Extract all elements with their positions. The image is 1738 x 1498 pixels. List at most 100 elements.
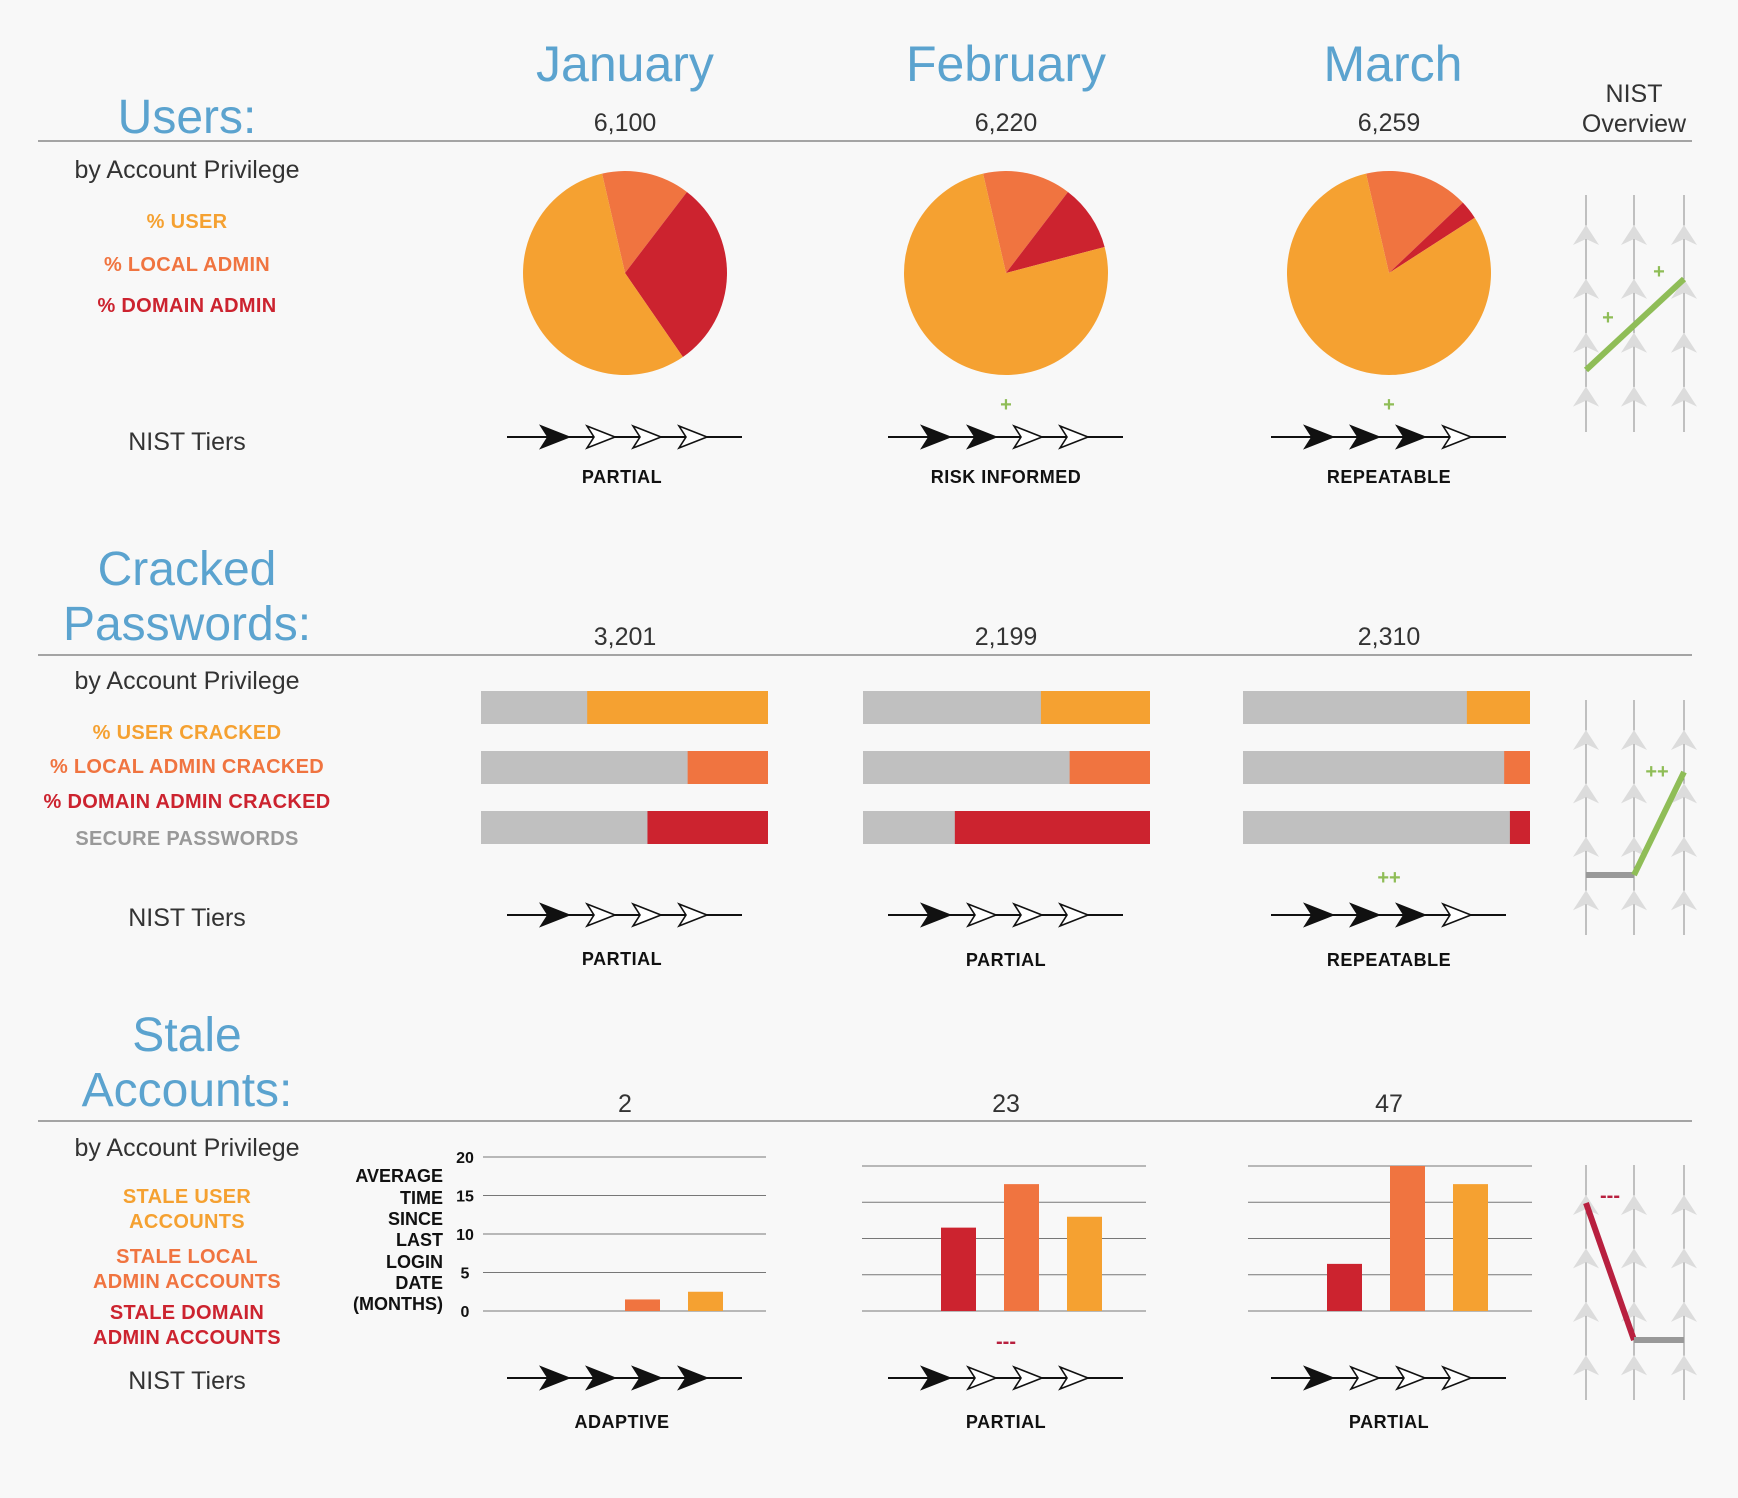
stale-y-tick-20: 20 — [456, 1150, 474, 1167]
users-tier-arrow-1-2 — [1012, 424, 1045, 450]
cracked-overview-chevron-0-3 — [1573, 890, 1599, 911]
users-tier-arrow-0-1 — [585, 424, 618, 450]
cracked-tier-arrow-1-1 — [966, 902, 999, 928]
users-legend-user: % USER — [147, 211, 228, 233]
stale-legend-local-admin-line2: ADMIN ACCOUNTS — [93, 1271, 281, 1293]
users-overview-chevron-0-3 — [1573, 386, 1599, 407]
cracked-bar-local-admin-march — [1504, 751, 1530, 784]
users-tier-arrow-1-3 — [1058, 424, 1091, 450]
users-pie-charts — [523, 170, 1491, 375]
cracked-tier-arrow-2-1 — [1349, 902, 1382, 928]
stale-nist-overview — [1573, 1165, 1697, 1400]
stale-y-tick-15: 15 — [456, 1189, 474, 1206]
stale-overview-chevron-2-1 — [1671, 1248, 1697, 1269]
cracked-change-march: ++ — [1377, 867, 1400, 889]
stale-y-tick-0: 0 — [461, 1304, 470, 1321]
cracked-tier-arrow-0-3 — [677, 902, 710, 928]
users-nist-overview — [1573, 195, 1697, 432]
cracked-section-title-line2: Passwords: — [63, 598, 311, 651]
stale-count-march: 47 — [1375, 1090, 1403, 1118]
month-header-january: January — [536, 36, 714, 92]
cracked-legend-user: % USER CRACKED — [93, 722, 282, 744]
cracked-tier-arrows — [507, 902, 1506, 928]
cracked-overview-mark-1: ++ — [1645, 761, 1668, 783]
cracked-bar-user-march — [1466, 691, 1530, 724]
cracked-bar-charts — [481, 691, 1530, 844]
cracked-nist-tiers-label: NIST Tiers — [128, 904, 246, 932]
users-overview-trend-0 — [1583, 276, 1687, 373]
users-count-february: 6,220 — [975, 109, 1038, 137]
cracked-overview-chevron-1-3 — [1621, 890, 1647, 911]
stale-bar-march-1 — [1390, 1166, 1425, 1311]
pie-slice-february-domain-admin — [1006, 191, 1105, 273]
cracked-tier-arrow-2-3 — [1441, 902, 1474, 928]
users-overview-chevron-2-3 — [1671, 386, 1697, 407]
cracked-bar-domain-admin-january — [647, 811, 768, 844]
cracked-overview-chevron-2-0 — [1671, 730, 1697, 750]
cracked-tier-february: PARTIAL — [966, 950, 1046, 970]
stale-overview-chevron-1-3 — [1621, 1355, 1647, 1376]
users-tier-arrow-0-0 — [539, 424, 572, 450]
stale-axis-title-line-0: AVERAGE — [355, 1166, 443, 1186]
stale-section-title-line1: Stale — [132, 1009, 241, 1062]
cracked-legend-secure: SECURE PASSWORDS — [75, 828, 298, 850]
stale-tier-arrow-2-2 — [1395, 1365, 1428, 1391]
pie-slice-march-domain-admin — [1389, 202, 1475, 273]
pie-slice-february-local-admin — [983, 170, 1068, 273]
stale-bar-march-0 — [1327, 1263, 1362, 1311]
cracked-overview-chevron-2-1 — [1671, 783, 1697, 804]
users-tier-arrow-0-2 — [631, 424, 664, 450]
pie-slice-march-local-admin — [1366, 170, 1463, 273]
stale-axis-title-line-4: LOGIN — [386, 1252, 443, 1272]
cracked-tier-arrow-2-0 — [1303, 902, 1336, 928]
stale-count-february: 23 — [992, 1090, 1020, 1118]
cracked-overview-chevron-2-3 — [1671, 890, 1697, 911]
cracked-overview-chevron-1-2 — [1621, 836, 1647, 857]
pie-slice-february-user — [904, 173, 1109, 375]
users-by-account-privilege: by Account Privilege — [74, 156, 299, 184]
stale-axis-title-line-1: TIME — [400, 1188, 443, 1208]
cracked-nist-overview — [1573, 700, 1697, 935]
cracked-tier-arrow-1-3 — [1058, 902, 1091, 928]
users-overview-chevron-2-1 — [1671, 278, 1697, 299]
cracked-overview-chevron-0-2 — [1573, 836, 1599, 857]
stale-tier-arrow-1-1 — [966, 1365, 999, 1391]
pie-slice-january-user — [523, 173, 683, 375]
cracked-tier-arrow-0-0 — [539, 902, 572, 928]
stale-overview-mark-1: --- — [1600, 1185, 1620, 1207]
cracked-bar-domain-admin-february — [954, 811, 1150, 844]
stale-overview-chevron-0-2 — [1573, 1301, 1599, 1322]
users-section-title: Users: — [118, 91, 257, 144]
stale-by-account-privilege: by Account Privilege — [74, 1134, 299, 1162]
users-tier-arrow-1-1 — [966, 424, 999, 450]
cracked-count-february: 2,199 — [975, 623, 1038, 651]
stale-legend-user-line2: ACCOUNTS — [129, 1211, 245, 1233]
users-count-january: 6,100 — [594, 109, 657, 137]
stale-legend-local-admin-line1: STALE LOCAL — [116, 1246, 258, 1268]
users-overview-chevron-0-1 — [1573, 278, 1599, 299]
cracked-tier-arrow-0-1 — [585, 902, 618, 928]
stale-tier-arrow-0-2 — [631, 1365, 664, 1391]
cracked-overview-chevron-1-0 — [1621, 730, 1647, 750]
cracked-tier-arrow-1-2 — [1012, 902, 1045, 928]
cracked-bar-local-admin-january — [687, 751, 768, 784]
users-legend-domain-admin: % DOMAIN ADMIN — [97, 295, 276, 317]
cracked-tier-arrow-2-2 — [1395, 902, 1428, 928]
stale-tier-february: PARTIAL — [966, 1412, 1046, 1432]
users-tier-arrow-2-2 — [1395, 424, 1428, 450]
users-overview-chevron-1-0 — [1621, 225, 1647, 245]
stale-tier-january: ADAPTIVE — [574, 1412, 669, 1432]
stale-tier-arrow-2-1 — [1349, 1365, 1382, 1391]
stale-axis-title-line-2: SINCE — [388, 1209, 443, 1229]
month-header-february: February — [906, 36, 1106, 92]
stale-legend-user-line1: STALE USER — [123, 1186, 251, 1208]
cracked-overview-chevron-1-1 — [1621, 783, 1647, 804]
stale-axis-title-line-3: LAST — [396, 1230, 443, 1250]
users-overview-chevron-0-2 — [1573, 332, 1599, 353]
stale-tier-arrow-1-0 — [920, 1365, 953, 1391]
cracked-tier-january: PARTIAL — [582, 949, 662, 969]
cracked-tier-march: REPEATABLE — [1327, 950, 1451, 970]
cracked-count-march: 2,310 — [1358, 623, 1421, 651]
stale-bar-january-1 — [625, 1299, 660, 1311]
